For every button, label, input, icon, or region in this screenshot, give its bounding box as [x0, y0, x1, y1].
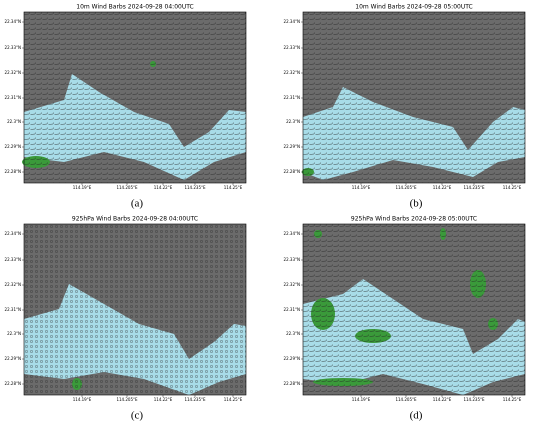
y-tick-label: 22.29°N: [284, 144, 300, 149]
panel: 925hPa Wind Barbs 2024-09-28 05:00UTC 22.…: [284, 216, 526, 422]
x-tick-label: 114.205°E: [116, 185, 138, 190]
y-tick-label: 22.32°N: [5, 70, 21, 75]
y-tick-label: 22.32°N: [5, 282, 21, 287]
y-tick-label: 22.33°N: [5, 45, 21, 50]
y-tick-label: 22.31°N: [284, 95, 300, 100]
x-tick-label: 114.25°E: [503, 185, 522, 190]
y-tick-label: 22.28°N: [5, 169, 21, 174]
wind-barbs: [303, 12, 525, 183]
x-tick-label: 114.25°E: [503, 397, 522, 402]
x-tick-label: 114.19°E: [73, 397, 92, 402]
y-tick-label: 22.28°N: [5, 381, 21, 386]
y-tick-label: 22.31°N: [5, 95, 21, 100]
y-tick-label: 22.29°N: [5, 356, 21, 361]
y-tick-label: 22.3°N: [7, 331, 21, 336]
wind-barbs: [24, 12, 246, 183]
x-tick-label: 114.235°E: [184, 397, 206, 402]
y-tick-label: 22.34°N: [284, 19, 300, 24]
x-tick-label: 114.22°E: [154, 397, 173, 402]
map-frame: [302, 223, 526, 396]
y-tick-label: 22.33°N: [5, 257, 21, 262]
x-tick-label: 114.205°E: [395, 185, 417, 190]
x-tick-label: 114.235°E: [184, 185, 206, 190]
panel-title: 10m Wind Barbs 2024-09-28 05:00UTC: [355, 4, 472, 11]
x-tick-label: 114.235°E: [463, 185, 485, 190]
x-tick-label: 114.22°E: [154, 185, 173, 190]
x-tick-label: 114.19°E: [352, 185, 371, 190]
panel-label: (a): [131, 198, 144, 210]
y-tick-label: 22.33°N: [284, 45, 300, 50]
y-tick-label: 22.28°N: [284, 381, 300, 386]
x-tick-label: 114.25°E: [224, 185, 243, 190]
wind-barbs: [303, 224, 525, 395]
wind-barbs: [24, 224, 246, 395]
y-tick-label: 22.34°N: [284, 231, 300, 236]
panel-title: 925hPa Wind Barbs 2024-09-28 05:00UTC: [351, 216, 477, 223]
x-tick-label: 114.19°E: [73, 185, 92, 190]
x-tick-label: 114.205°E: [395, 397, 417, 402]
y-tick-label: 22.28°N: [284, 169, 300, 174]
y-tick-label: 22.33°N: [284, 257, 300, 262]
map-frame: [23, 11, 247, 184]
x-tick-label: 114.235°E: [463, 397, 485, 402]
y-tick-label: 22.29°N: [5, 144, 21, 149]
y-tick-label: 22.34°N: [5, 19, 21, 24]
map-frame: [302, 11, 526, 184]
panel-title: 925hPa Wind Barbs 2024-09-28 04:00UTC: [72, 216, 198, 223]
x-tick-label: 114.22°E: [433, 397, 452, 402]
x-tick-label: 114.19°E: [352, 397, 371, 402]
panel: 10m Wind Barbs 2024-09-28 04:00UTC 22.34°…: [5, 4, 247, 210]
y-tick-label: 22.3°N: [7, 119, 21, 124]
panel-label: (d): [410, 410, 423, 422]
y-tick-label: 22.29°N: [284, 356, 300, 361]
x-tick-label: 114.205°E: [116, 397, 138, 402]
map-frame: [23, 223, 247, 396]
y-tick-label: 22.3°N: [286, 331, 300, 336]
x-tick-label: 114.22°E: [433, 185, 452, 190]
y-tick-label: 22.31°N: [284, 307, 300, 312]
panel-title: 10m Wind Barbs 2024-09-28 04:00UTC: [76, 4, 193, 11]
panel-label: (c): [131, 410, 144, 422]
x-tick-label: 114.25°E: [224, 397, 243, 402]
y-tick-label: 22.31°N: [5, 307, 21, 312]
panel: 10m Wind Barbs 2024-09-28 05:00UTC 22.34°…: [284, 4, 526, 210]
panel-label: (b): [410, 198, 423, 210]
y-tick-label: 22.32°N: [284, 282, 300, 287]
panel: 925hPa Wind Barbs 2024-09-28 04:00UTC 22.…: [5, 216, 247, 422]
y-tick-label: 22.34°N: [5, 231, 21, 236]
y-tick-label: 22.32°N: [284, 70, 300, 75]
y-tick-label: 22.3°N: [286, 119, 300, 124]
